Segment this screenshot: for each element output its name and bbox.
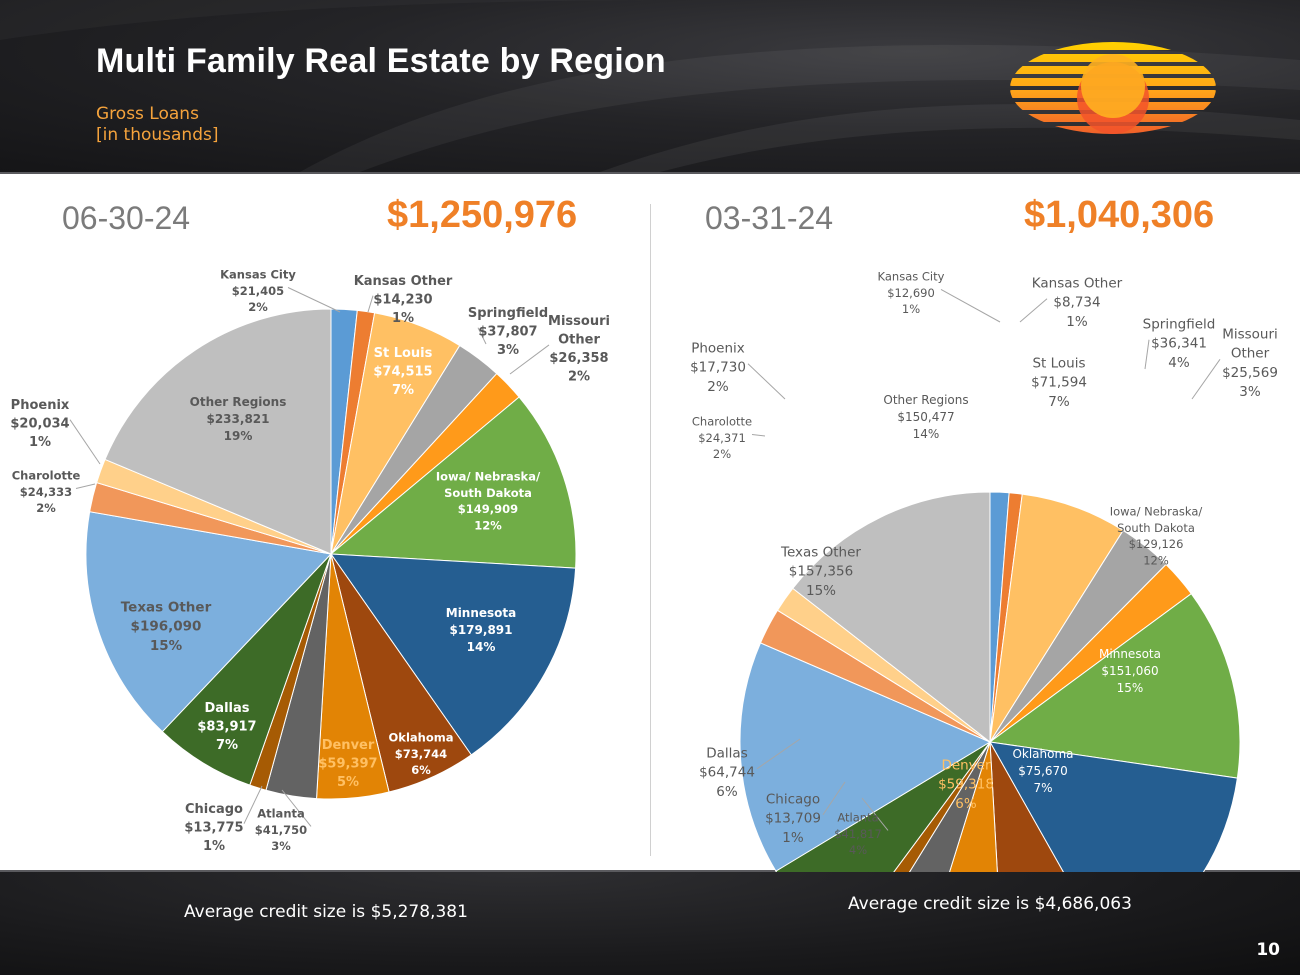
left-date: 06-30-24 [62, 200, 191, 236]
pie-slice-minnesota [989, 741, 1238, 874]
slice-label-oklahoma: Oklahoma $75,670 7% [1012, 747, 1073, 795]
slice-label-atlanta: Atlanta $41,750 3% [255, 807, 307, 854]
slice-label-missouri-other: Missouri Other $26,358 2% [548, 314, 610, 384]
slice-label-dallas: Dallas $83,917 7% [197, 701, 256, 753]
pie-slice-iowa-nebraska-south-dakota [329, 396, 577, 569]
slice-label-denver: Denver $59,397 5% [318, 738, 377, 790]
slice-label-denver: Denver $59,318 6% [938, 758, 994, 812]
slice-label-oklahoma: Oklahoma $73,744 6% [389, 731, 454, 778]
right-total: $1,040,306 [1024, 194, 1215, 236]
slice-label-springfield: Springfield $37,807 3% [468, 306, 548, 358]
slice-label-other-regions: Other Regions $150,477 14% [883, 393, 968, 441]
slice-label-missouri-other: Missouri Other $25,569 3% [1222, 327, 1278, 401]
right-date: 03-31-24 [705, 200, 834, 236]
slice-label-st-louis: St Louis $71,594 7% [1031, 356, 1087, 410]
slice-label-springfield: Springfield $36,341 4% [1143, 317, 1216, 371]
slice-label-iowa-nebraska-south-dakota: Iowa/ Nebraska/South Dakota $149,909 12% [436, 470, 541, 533]
slice-label-charolotte: Charolotte $24,333 2% [12, 469, 81, 516]
slice-label-dallas: Dallas $64,744 6% [699, 746, 755, 800]
pie-slice-other-regions [792, 491, 991, 744]
slice-label-minnesota: Minnesota $151,060 15% [1099, 647, 1161, 695]
left-average-credit: Average credit size is $5,278,381 [184, 902, 468, 922]
pie-chart-06-30-24: Kansas City $21,405 2% Kansas Other $14,230 1… [10, 268, 610, 854]
pie-chart-03-31-24: Kansas City $12,690 1% Kansas Other $8,734 1%… [690, 270, 1278, 874]
leader-line-kansas-other [1019, 298, 1048, 323]
content-panel: 06-30-24 $1,250,976 03-31-24 $1,040,306 … [0, 172, 1300, 874]
slide-footer: Average credit size is $5,278,381 Averag… [0, 872, 1300, 975]
leader-line-charolotte [751, 433, 766, 437]
leader-line-charolotte [75, 483, 96, 489]
slice-label-kansas-other: Kansas Other $14,230 1% [354, 274, 453, 326]
leader-line-kansas-city [940, 289, 1001, 323]
slice-labels: Kansas City $21,405 2% Kansas Other $14,230 1… [10, 268, 610, 854]
pie-slice-other-regions [104, 308, 332, 555]
page-title: Multi Family Real Estate by Region [96, 42, 666, 80]
leader-lines [69, 287, 550, 827]
slice-label-phoenix: Phoenix $17,730 2% [690, 341, 746, 395]
subtitle-line-2: [in thousands] [96, 125, 219, 145]
pie-slice-oklahoma [989, 741, 1066, 874]
sun-logo-icon [1010, 42, 1216, 134]
pie-slice-st-louis [989, 493, 1124, 743]
slice-label-minnesota: Minnesota $179,891 14% [446, 606, 517, 654]
slice-label-kansas-other: Kansas Other $8,734 1% [1032, 276, 1123, 330]
left-total: $1,250,976 [387, 194, 578, 236]
slice-label-other-regions: Other Regions $233,821 19% [190, 395, 287, 443]
slice-label-st-louis: St Louis $74,515 7% [373, 346, 432, 398]
slice-labels: Kansas City $12,690 1% Kansas Other $8,734 1%… [690, 270, 1278, 858]
leader-line-chicago [822, 781, 846, 816]
chart-subtitle: Gross Loans [in thousands] [96, 104, 218, 146]
pie-slices [85, 308, 577, 800]
leader-line-atlanta [281, 789, 312, 827]
slice-label-iowa-nebraska-south-dakota: Iowa/ Nebraska/South Dakota $129,126 12% [1110, 505, 1203, 568]
leader-line-atlanta [861, 797, 889, 831]
slice-label-texas-other: Texas Other $157,356 15% [780, 545, 861, 599]
slice-label-kansas-city: Kansas City $21,405 2% [220, 268, 296, 315]
pie-slice-minnesota [330, 553, 577, 756]
leader-line-springfield [1144, 339, 1150, 370]
subtitle-line-1: Gross Loans [96, 104, 199, 124]
pie-slice-iowa-nebraska-south-dakota [988, 592, 1241, 779]
slide-header: Multi Family Real Estate by Region Gross… [0, 0, 1300, 172]
leader-line-phoenix [69, 419, 101, 465]
slice-label-chicago: Chicago $13,775 1% [184, 802, 243, 854]
pie-slice-denver [948, 741, 998, 874]
leader-line-missouri-other [509, 344, 550, 375]
pie-slice-texas-other [739, 642, 992, 872]
pie-slice-texas-other [85, 511, 333, 733]
leader-line-springfield [477, 327, 487, 345]
slice-label-atlanta: Atlanta $41,817 4% [834, 811, 882, 858]
slice-label-kansas-city: Kansas City $12,690 1% [878, 270, 945, 317]
leader-lines [747, 289, 1221, 831]
leader-line-dallas [756, 738, 801, 770]
pie-slices [739, 491, 1241, 874]
leader-line-chicago [243, 785, 263, 824]
page-number: 10 [1256, 940, 1280, 960]
slice-label-chicago: Chicago $13,709 1% [765, 792, 821, 846]
leader-line-missouri-other [1191, 359, 1221, 400]
leader-line-phoenix [747, 363, 786, 400]
slice-label-charolotte: Charolotte $24,371 2% [692, 415, 752, 462]
leader-line-kansas-other [367, 295, 374, 313]
leader-line-kansas-city [287, 287, 341, 313]
pie-slice-atlanta [907, 741, 991, 874]
panel-divider [650, 204, 651, 856]
slice-label-texas-other: Texas Other $196,090 15% [121, 600, 212, 654]
slice-label-phoenix: Phoenix $20,034 1% [10, 398, 70, 450]
right-average-credit: Average credit size is $4,686,063 [848, 894, 1132, 914]
